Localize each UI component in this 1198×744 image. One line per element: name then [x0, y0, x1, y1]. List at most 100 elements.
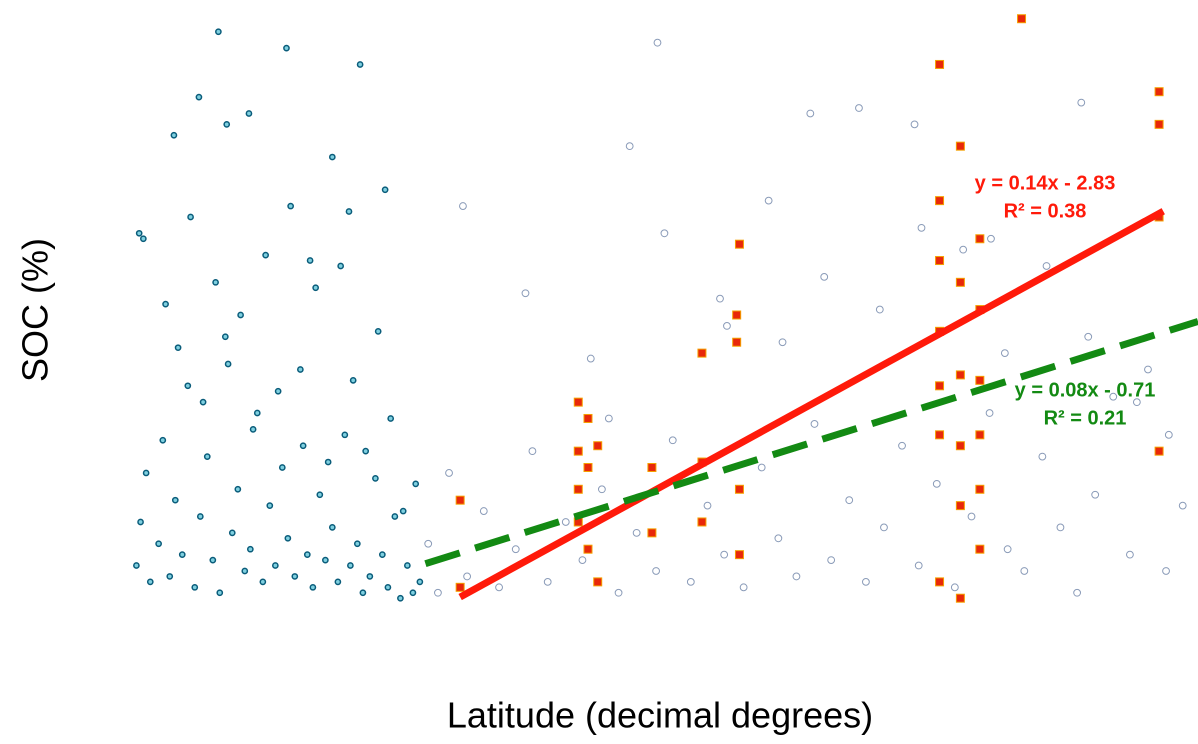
point: [543, 577, 552, 586]
y-axis-title: SOC (%): [15, 238, 56, 382]
point: [1126, 550, 1134, 559]
point: [228, 529, 236, 537]
point: [274, 387, 282, 395]
point: [862, 577, 870, 586]
point: [445, 469, 453, 477]
point: [246, 545, 254, 553]
point: [455, 582, 465, 592]
point: [171, 496, 179, 504]
point: [184, 382, 192, 390]
point: [573, 484, 583, 494]
point: [133, 562, 140, 569]
point: [455, 495, 465, 505]
point: [334, 578, 342, 586]
point: [1154, 87, 1164, 97]
point: [1109, 392, 1118, 401]
point: [199, 398, 207, 406]
point: [734, 484, 744, 494]
point: [647, 463, 657, 472]
point: [935, 577, 945, 587]
point: [1073, 588, 1082, 597]
point: [647, 528, 657, 538]
point: [511, 545, 520, 554]
point: [967, 512, 976, 521]
point: [203, 453, 211, 460]
point: [463, 572, 472, 581]
point: [914, 561, 923, 570]
point: [880, 523, 888, 532]
point: [653, 38, 662, 47]
point: [1000, 349, 1009, 358]
point: [328, 524, 336, 531]
point: [372, 475, 379, 482]
point: [381, 186, 389, 194]
point: [316, 491, 324, 499]
point: [660, 229, 669, 238]
point: [341, 431, 349, 439]
point: [792, 572, 801, 581]
point: [195, 93, 203, 101]
point: [1038, 452, 1047, 461]
point: [349, 377, 357, 384]
point: [178, 551, 186, 558]
point: [778, 338, 787, 347]
point: [917, 223, 926, 232]
point: [955, 277, 965, 287]
point: [159, 436, 167, 444]
point: [975, 484, 985, 494]
point: [935, 381, 945, 391]
point: [955, 370, 965, 380]
point: [668, 436, 677, 445]
point: [898, 441, 906, 450]
r-squared: R² = 0.21: [1044, 407, 1127, 429]
point: [234, 485, 242, 493]
point: [237, 311, 244, 319]
point: [187, 213, 194, 221]
point: [732, 337, 742, 347]
point: [212, 278, 219, 286]
point: [720, 550, 729, 559]
point: [955, 441, 965, 451]
point: [459, 202, 467, 210]
point: [399, 507, 407, 515]
point: [703, 501, 712, 510]
point: [950, 583, 959, 592]
point: [278, 464, 286, 471]
point: [935, 430, 945, 440]
point: [975, 234, 985, 244]
point: [734, 239, 744, 249]
point: [359, 589, 367, 597]
point: [573, 397, 583, 407]
point: [495, 583, 503, 592]
r-squared: R² = 0.38: [1004, 200, 1087, 222]
point: [353, 540, 361, 548]
point: [827, 556, 836, 564]
point: [652, 567, 660, 575]
point: [845, 496, 854, 505]
point: [162, 300, 169, 308]
point: [221, 333, 229, 341]
point: [697, 348, 707, 358]
point: [578, 556, 587, 564]
point: [374, 327, 382, 335]
point: [347, 562, 354, 569]
point: [935, 256, 945, 266]
point: [266, 502, 274, 509]
point: [614, 588, 623, 597]
point: [135, 229, 143, 237]
point: [142, 469, 150, 477]
point: [216, 589, 224, 597]
point: [1017, 14, 1027, 24]
point: [384, 583, 392, 591]
point: [303, 551, 311, 558]
point: [328, 153, 336, 161]
point: [209, 556, 217, 564]
point: [528, 447, 537, 456]
point: [366, 573, 374, 580]
point: [412, 480, 420, 488]
point: [137, 518, 144, 526]
point: [424, 539, 433, 548]
point: [434, 588, 442, 597]
point: [284, 534, 292, 542]
point: [362, 447, 370, 455]
